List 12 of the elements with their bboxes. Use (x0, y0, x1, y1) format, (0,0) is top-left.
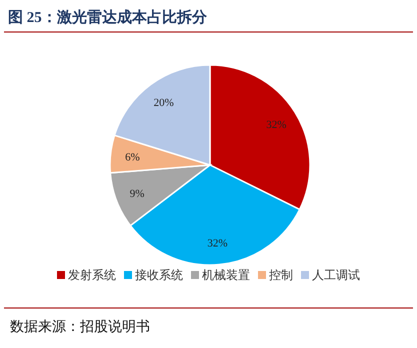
legend-label: 机械装置 (202, 268, 250, 282)
legend-label: 发射系统 (68, 268, 116, 282)
data-label: 6% (125, 151, 140, 164)
legend-label: 人工调试 (312, 268, 360, 282)
legend-label: 接收系统 (135, 268, 183, 282)
chart-title: 图 25：激光雷达成本占比拆分 (8, 9, 208, 26)
source-note: 数据来源：招股说明书 (10, 319, 150, 335)
data-label: 32% (207, 238, 228, 250)
legend-label: 控制 (269, 268, 293, 282)
data-label: 32% (266, 118, 286, 131)
data-label: 20% (154, 97, 174, 110)
data-label: 9% (130, 188, 144, 200)
